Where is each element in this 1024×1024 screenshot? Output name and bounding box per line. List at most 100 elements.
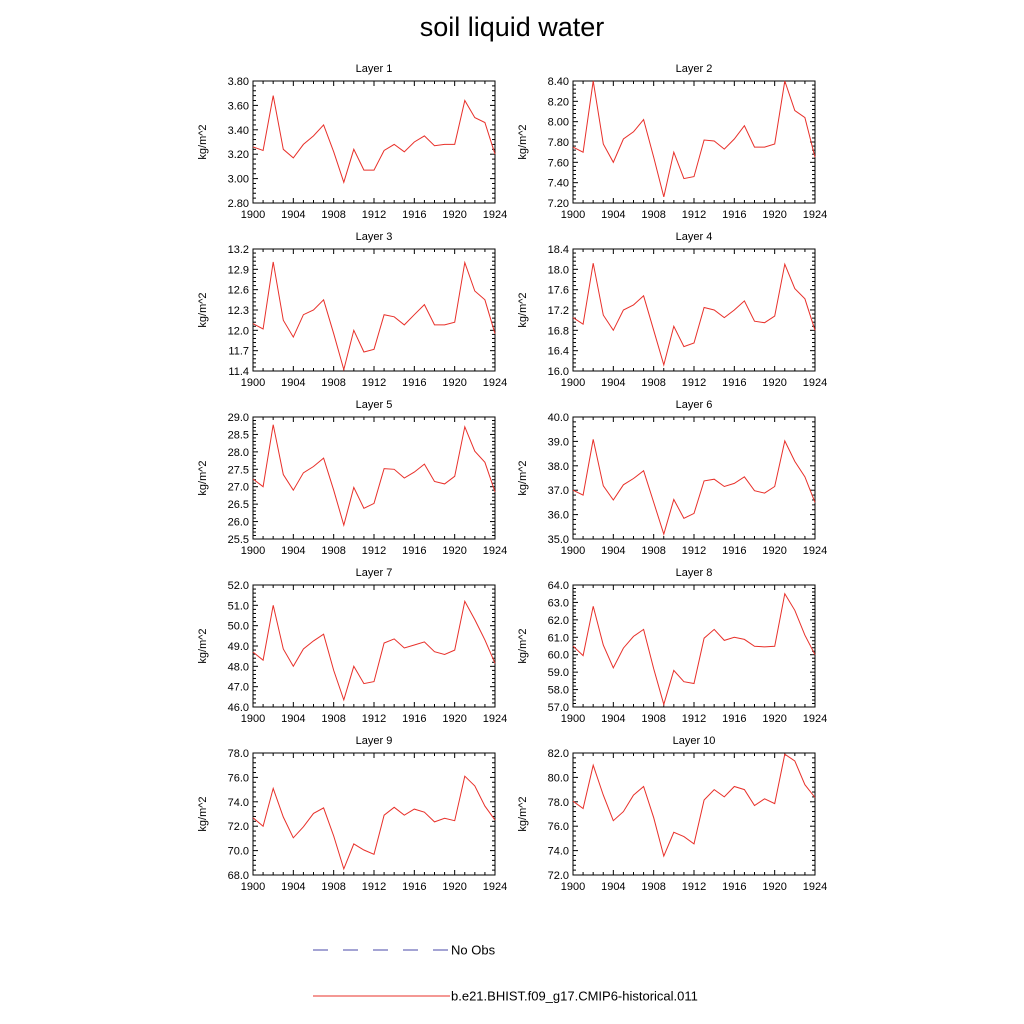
- y-tick-label: 80.0: [548, 772, 569, 784]
- x-tick-label: 1908: [321, 209, 345, 221]
- y-tick-label: 39.0: [548, 436, 569, 448]
- legend-label-model: b.e21.BHIST.f09_g17.CMIP6-historical.011: [451, 989, 698, 1004]
- y-axis-label: kg/m^2: [517, 124, 529, 159]
- x-tick-label: 1900: [561, 713, 585, 725]
- series-line: [252, 599, 496, 702]
- y-tick-label: 74.0: [548, 846, 569, 858]
- y-tick-label: 18.0: [548, 264, 569, 276]
- series-line: [252, 775, 496, 871]
- y-tick-label: 27.5: [228, 464, 249, 476]
- y-tick-label: 16.8: [548, 325, 569, 337]
- x-tick-label: 1900: [561, 209, 585, 221]
- x-tick-label: 1912: [362, 881, 386, 893]
- y-tick-label: 72.0: [228, 821, 249, 833]
- y-tick-label: 12.9: [228, 264, 249, 276]
- plot-frame: [572, 248, 816, 372]
- panel-title: Layer 10: [673, 735, 716, 747]
- y-tick-label: 7.40: [548, 178, 569, 190]
- x-tick-label: 1916: [722, 209, 746, 221]
- chart-panel-8: Layer 8 kg/m^2 1900 1904 1908 1912 1916 1920 192…: [517, 567, 827, 725]
- plot-frame: [252, 416, 496, 540]
- x-tick-label: 1924: [483, 545, 507, 557]
- y-axis-label: kg/m^2: [517, 796, 529, 831]
- x-tick-label: 1912: [682, 713, 706, 725]
- x-tick-label: 1908: [321, 713, 345, 725]
- x-tick-label: 1904: [601, 545, 625, 557]
- x-tick-label: 1924: [483, 881, 507, 893]
- y-tick-label: 47.0: [228, 682, 249, 694]
- y-tick-label: 78.0: [548, 797, 569, 809]
- panel-title: Layer 3: [356, 231, 393, 243]
- y-tick-label: 38.0: [548, 461, 569, 473]
- x-tick-label: 1912: [682, 881, 706, 893]
- x-tick-label: 1920: [762, 545, 786, 557]
- legend-label-no-obs: No Obs: [451, 943, 496, 958]
- x-tick-label: 1908: [641, 713, 665, 725]
- y-tick-label: 50.0: [228, 621, 249, 633]
- x-tick-label: 1924: [803, 881, 827, 893]
- x-tick-label: 1904: [601, 881, 625, 893]
- y-tick-label: 16.4: [548, 346, 569, 358]
- x-tick-label: 1900: [241, 881, 265, 893]
- y-tick-label: 46.0: [228, 702, 249, 714]
- y-tick-label: 57.0: [548, 702, 569, 714]
- x-tick-label: 1912: [362, 209, 386, 221]
- y-tick-label: 62.0: [548, 615, 569, 627]
- x-tick-label: 1904: [601, 209, 625, 221]
- x-tick-label: 1904: [601, 713, 625, 725]
- plot-frame: [572, 584, 816, 708]
- x-tick-label: 1900: [561, 881, 585, 893]
- x-tick-label: 1904: [601, 377, 625, 389]
- x-tick-label: 1900: [241, 377, 265, 389]
- panel-title: Layer 1: [356, 63, 393, 75]
- y-tick-label: 7.60: [548, 157, 569, 169]
- y-tick-label: 74.0: [228, 797, 249, 809]
- series-line: [572, 439, 816, 536]
- y-axis-label: kg/m^2: [517, 628, 529, 663]
- x-tick-label: 1916: [402, 881, 426, 893]
- x-tick-label: 1924: [803, 713, 827, 725]
- series-line: [252, 424, 496, 527]
- page-title: soil liquid water: [419, 12, 605, 42]
- chart-panel-7: Layer 7 kg/m^2 1900 1904 1908 1912 1916 1920 192…: [197, 567, 507, 725]
- y-tick-label: 68.0: [228, 870, 249, 882]
- y-axis-label: kg/m^2: [517, 460, 529, 495]
- plot-frame: [252, 584, 496, 708]
- x-tick-label: 1924: [483, 713, 507, 725]
- y-tick-label: 17.6: [548, 285, 569, 297]
- y-tick-label: 17.2: [548, 305, 569, 317]
- plot-frame: [572, 80, 816, 204]
- panel-title: Layer 6: [676, 399, 713, 411]
- x-tick-label: 1904: [281, 881, 305, 893]
- y-tick-label: 2.80: [228, 198, 249, 210]
- x-tick-label: 1904: [281, 713, 305, 725]
- x-tick-label: 1924: [483, 209, 507, 221]
- y-tick-label: 11.7: [228, 346, 249, 358]
- x-tick-label: 1912: [362, 545, 386, 557]
- y-tick-label: 52.0: [228, 580, 249, 592]
- y-tick-label: 26.0: [228, 517, 249, 529]
- y-axis-label: kg/m^2: [197, 460, 209, 495]
- plot-frame: [572, 752, 816, 876]
- y-tick-label: 76.0: [548, 821, 569, 833]
- x-tick-label: 1920: [442, 713, 466, 725]
- x-tick-label: 1908: [641, 881, 665, 893]
- y-tick-label: 82.0: [548, 748, 569, 760]
- x-tick-label: 1912: [682, 209, 706, 221]
- y-tick-label: 27.0: [228, 482, 249, 494]
- y-tick-label: 48.0: [228, 661, 249, 673]
- x-tick-label: 1908: [641, 377, 665, 389]
- plot-frame: [252, 752, 496, 876]
- y-tick-label: 72.0: [548, 870, 569, 882]
- y-tick-label: 16.0: [548, 366, 569, 378]
- y-tick-label: 7.80: [548, 137, 569, 149]
- chart-panel-3: Layer 3 kg/m^2 1900 1904 1908 1912 1916 1920 192…: [197, 231, 507, 389]
- y-tick-label: 35.0: [548, 534, 569, 546]
- y-tick-label: 11.4: [228, 366, 249, 378]
- x-tick-label: 1920: [442, 545, 466, 557]
- x-tick-label: 1912: [682, 545, 706, 557]
- chart-panel-9: Layer 9 kg/m^2 1900 1904 1908 1912 1916 1920 192…: [197, 735, 507, 893]
- y-axis-label: kg/m^2: [517, 292, 529, 327]
- y-tick-label: 12.6: [228, 285, 249, 297]
